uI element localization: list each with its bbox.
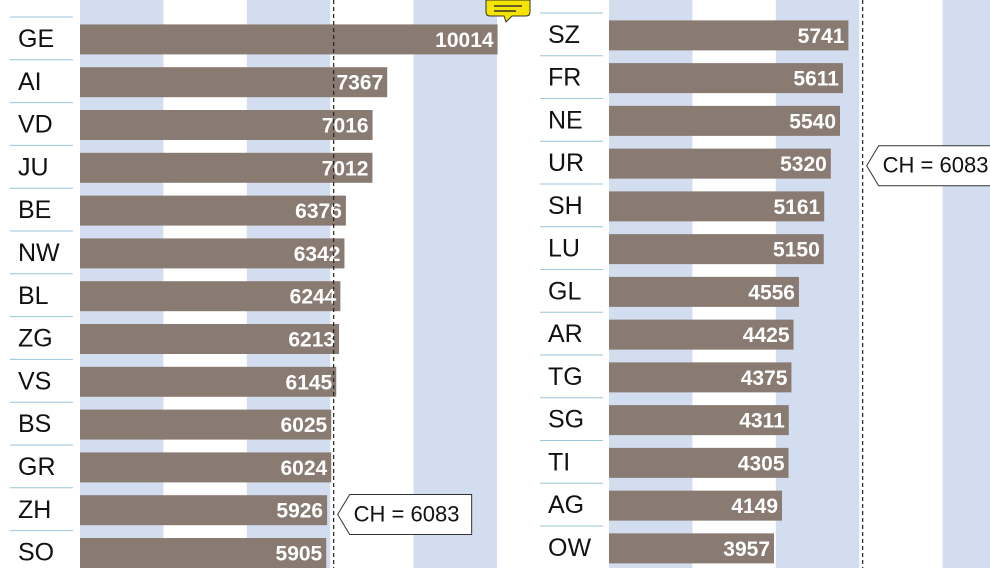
category-label: NE — [548, 106, 583, 134]
category-label: FR — [548, 64, 581, 92]
category-label: SZ — [548, 21, 580, 49]
value-label: 4556 — [748, 281, 795, 304]
value-label: 4425 — [743, 324, 790, 347]
value-label: 6145 — [286, 371, 333, 394]
value-label: 5540 — [789, 110, 836, 133]
category-label: OW — [548, 534, 591, 562]
category-label: LU — [548, 235, 580, 263]
grid-band — [414, 0, 497, 568]
annotation-label: CH = 6083 — [354, 501, 460, 526]
category-label: VD — [18, 111, 53, 139]
category-label: TI — [548, 448, 570, 476]
category-label: TG — [548, 363, 583, 391]
value-label: 5611 — [793, 68, 839, 91]
value-label: 7012 — [322, 157, 369, 180]
value-label: 7016 — [322, 115, 369, 138]
value-label: 6244 — [290, 286, 337, 309]
category-label: NW — [18, 239, 60, 267]
value-label: 5320 — [780, 153, 827, 176]
category-label: BE — [18, 196, 51, 224]
value-label: 6024 — [280, 457, 327, 480]
page: {"chart_data": [ {"type": "bar", "orient… — [0, 0, 990, 568]
category-label: BL — [18, 282, 49, 310]
value-label: 4149 — [731, 495, 778, 518]
value-label: 5161 — [773, 196, 820, 219]
annotation-label: CH = 6083 — [883, 153, 989, 178]
category-label: SO — [18, 539, 54, 567]
value-label: 6213 — [288, 329, 335, 352]
category-label: ZH — [18, 496, 51, 524]
chart: GE10014AI7367VD7016JU7012BE6376NW6342BL6… — [0, 0, 990, 568]
value-label: 5150 — [773, 239, 820, 262]
category-label: JU — [18, 153, 49, 181]
value-label: 4305 — [738, 452, 785, 475]
value-label: 6376 — [295, 200, 342, 223]
value-label: 3957 — [723, 538, 770, 561]
value-label: 7367 — [336, 72, 383, 95]
category-label: GR — [18, 453, 56, 481]
value-label: 10014 — [435, 29, 494, 52]
category-label: BS — [18, 410, 51, 438]
value-label: 4375 — [741, 367, 788, 390]
value-label: 5741 — [798, 25, 845, 48]
category-label: UR — [548, 149, 584, 177]
category-label: GE — [18, 25, 54, 53]
value-label: 5905 — [276, 543, 323, 566]
category-label: GL — [548, 277, 581, 305]
value-label: 6025 — [281, 414, 328, 437]
category-label: ZG — [18, 325, 53, 353]
category-label: SH — [548, 192, 583, 220]
grid-band — [943, 0, 990, 568]
category-label: AR — [548, 320, 583, 348]
category-label: AI — [18, 68, 42, 96]
category-label: SG — [548, 406, 584, 434]
value-label: 4311 — [739, 410, 785, 433]
category-label: AG — [548, 491, 584, 519]
value-label: 5926 — [276, 500, 323, 523]
category-label: VS — [18, 367, 51, 395]
